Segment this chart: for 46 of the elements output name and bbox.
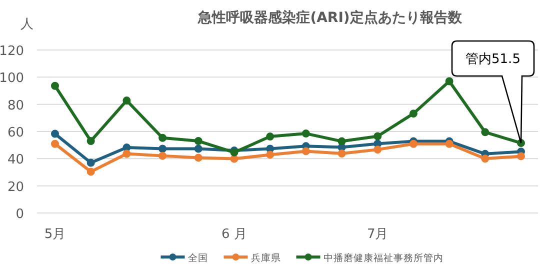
point bbox=[194, 144, 202, 153]
legend-label: 中播磨健康福祉事務所管内 bbox=[323, 252, 444, 264]
legend-label: 全国 bbox=[188, 252, 208, 264]
point bbox=[86, 168, 95, 176]
point bbox=[194, 137, 202, 146]
point bbox=[51, 140, 59, 148]
x-tick-label: 6 月 bbox=[222, 227, 247, 242]
point bbox=[266, 132, 274, 141]
point bbox=[409, 110, 418, 118]
point bbox=[517, 152, 525, 160]
point bbox=[302, 130, 310, 138]
point bbox=[445, 77, 454, 86]
point bbox=[481, 128, 490, 136]
point bbox=[445, 140, 454, 148]
point bbox=[51, 130, 59, 138]
chart-title: 急性呼吸器感染症(ARI)定点あたり報告数 bbox=[197, 9, 463, 26]
y-tick-label: 120 bbox=[0, 44, 24, 59]
point bbox=[481, 154, 490, 163]
point bbox=[158, 144, 167, 153]
point bbox=[158, 152, 167, 160]
point bbox=[409, 140, 418, 148]
point bbox=[158, 134, 167, 142]
annotation: 管内51.5 bbox=[466, 52, 520, 67]
y-tick-label: 80 bbox=[7, 98, 24, 114]
y-tick-label: 0 bbox=[16, 207, 24, 222]
point bbox=[86, 158, 95, 167]
point bbox=[51, 82, 59, 90]
point bbox=[122, 96, 131, 105]
y-tick-label: 40 bbox=[7, 152, 24, 168]
y-tick-label: 100 bbox=[0, 71, 24, 86]
y-axis-title: 人 bbox=[20, 17, 34, 32]
point bbox=[374, 132, 382, 140]
point bbox=[122, 150, 131, 158]
x-tick-label: 5月 bbox=[44, 227, 66, 242]
point bbox=[338, 150, 346, 158]
point bbox=[338, 137, 346, 146]
y-tick-label: 60 bbox=[7, 126, 24, 140]
legend-label: 兵庫県 bbox=[250, 252, 281, 264]
y-tick-label: 20 bbox=[7, 180, 24, 195]
callout: 管内51.5 bbox=[451, 40, 535, 144]
point bbox=[302, 147, 310, 156]
point bbox=[86, 137, 95, 146]
point bbox=[266, 150, 274, 159]
point bbox=[194, 154, 202, 162]
point bbox=[374, 146, 382, 154]
x-tick-label: 7月 bbox=[366, 227, 388, 242]
